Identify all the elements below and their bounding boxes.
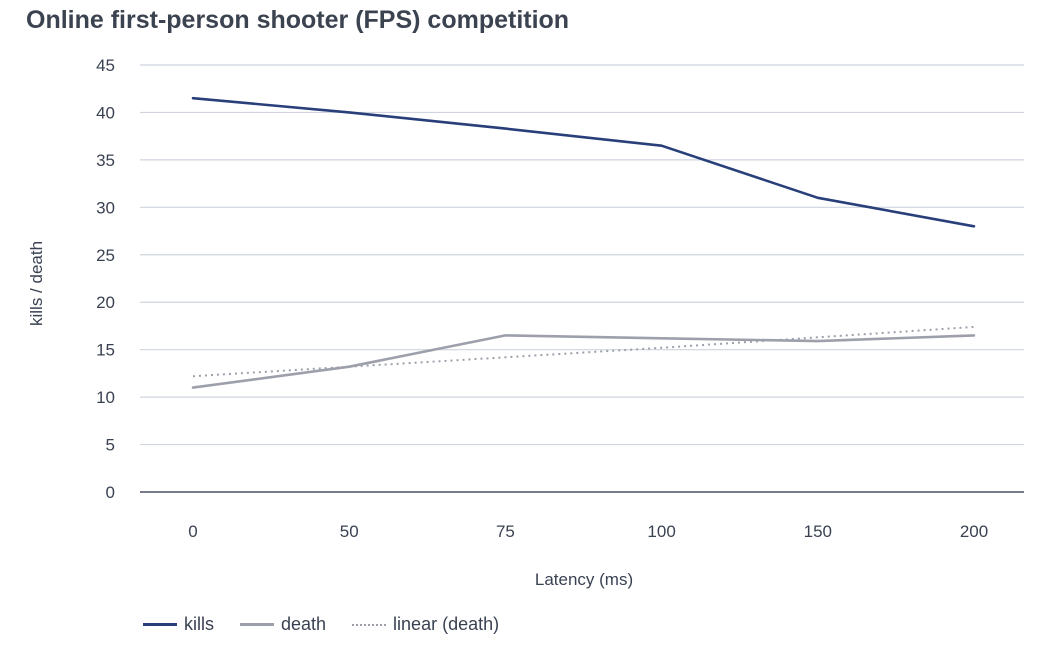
series-line-death	[191, 334, 976, 389]
y-tick-label: 20	[96, 293, 115, 312]
legend-label-kills: kills	[184, 614, 214, 634]
y-tick-label: 30	[96, 198, 115, 217]
y-tick-label: 10	[96, 388, 115, 407]
x-tick-label: 50	[340, 522, 359, 541]
y-axis-title: kills / death	[27, 241, 46, 326]
y-tick-label: 35	[96, 151, 115, 170]
y-tick-label: 5	[106, 436, 115, 455]
legend-label-linear-death: linear (death)	[393, 614, 500, 634]
x-tick-label: 200	[960, 522, 988, 541]
legend: kills death linear (death)	[143, 614, 499, 635]
legend-item-linear-death: linear (death)	[352, 614, 499, 635]
y-tick-label: 25	[96, 246, 115, 265]
y-tick-label: 40	[96, 103, 115, 122]
legend-item-kills: kills	[143, 614, 214, 635]
series-line-linear-death	[192, 325, 975, 378]
legend-item-death: death	[240, 614, 326, 635]
x-axis-title: Latency (ms)	[535, 570, 633, 589]
y-tick-label: 45	[96, 56, 115, 75]
y-tick-label: 0	[106, 483, 115, 502]
x-tick-label: 100	[647, 522, 675, 541]
x-tick-label: 150	[804, 522, 832, 541]
legend-swatch-death	[240, 623, 274, 626]
x-tick-label: 75	[496, 522, 515, 541]
legend-swatch-kills	[143, 623, 177, 626]
y-tick-label: 15	[96, 341, 115, 360]
series-line-kills	[191, 96, 976, 228]
chart-title: Online first-person shooter (FPS) compet…	[26, 6, 570, 34]
legend-swatch-linear-death	[352, 623, 387, 626]
x-tick-label: 0	[188, 522, 197, 541]
legend-label-death: death	[281, 614, 327, 634]
